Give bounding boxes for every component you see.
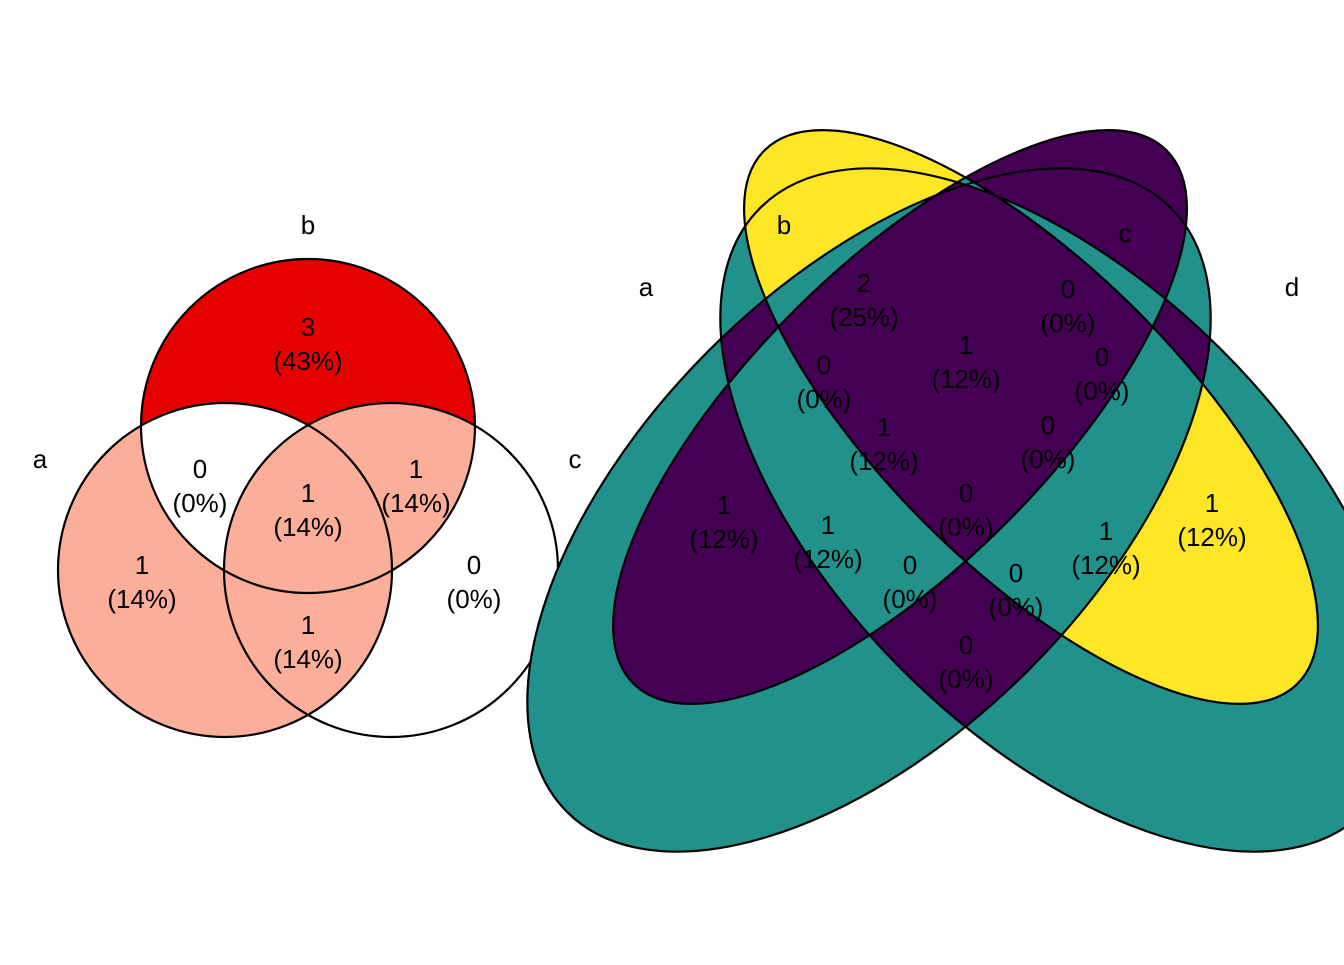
region-count: 1 [409,454,423,484]
venn3-label-c: c [569,444,582,474]
venn4-region-a-only: 1 (12%) [689,490,758,554]
venn4-region-b-only: 2 (25%) [829,268,898,332]
region-percent: (14%) [273,644,342,674]
region-count: 1 [301,610,315,640]
region-percent: (43%) [273,346,342,376]
venn4-region-acd-lower: 0 (0%) [989,558,1044,622]
venn4-label-c: c [1119,218,1132,248]
venn4-region-ad: 0 (0%) [939,630,994,694]
venn4-region-ab: 0 (0%) [797,350,852,414]
region-percent: (14%) [381,488,450,518]
venn3-diagram: a b c 3 (43%) 0 (0%) 1 (14%) 1 (14%) 1 (… [33,210,582,739]
venn3-label-b: b [301,210,315,240]
venn3-region-c-only: 0 (0%) [447,550,502,614]
venn4-region-acd: 1 (12%) [1071,516,1140,580]
venn3-region-abc: 1 (14%) [273,478,342,542]
region-count: 2 [857,268,871,298]
venn3-region-ac: 1 (14%) [273,610,342,674]
venn3-region-ab: 0 (0%) [173,454,228,518]
region-count: 1 [1205,488,1219,518]
set-b-outline [742,128,1320,706]
region-percent: (0%) [797,384,852,414]
venn4-fills [527,130,1344,852]
region-percent: (0%) [883,584,938,614]
region-percent: (12%) [849,446,918,476]
venn4-region-abc: 1 (12%) [849,412,918,476]
region-count: 1 [301,478,315,508]
venn4-label-a: a [639,272,654,302]
venn4-region-abd-lower: 0 (0%) [883,550,938,614]
venn4-region-d-only: 1 (12%) [1177,488,1246,552]
region-percent: (12%) [689,524,758,554]
venn4-label-d: d [1285,272,1299,302]
region-count: 1 [1099,516,1113,546]
region-count: 3 [301,312,315,342]
region-count: 0 [1095,342,1109,372]
region-count: 0 [1061,274,1075,304]
region-count: 0 [817,350,831,380]
region-percent: (12%) [1071,550,1140,580]
region-percent: (12%) [793,544,862,574]
region-count: 1 [135,550,149,580]
set-d-outline [526,167,1212,853]
region-count: 1 [959,330,973,360]
venn3-region-a-only: 1 (14%) [107,550,176,614]
region-percent: (0%) [1021,444,1076,474]
region-count: 0 [1041,410,1055,440]
venn4-label-b: b [777,210,791,240]
region-count: 1 [717,490,731,520]
venn4-region-cd: 0 (0%) [1075,342,1130,406]
region-count: 0 [1009,558,1023,588]
venn4-region-bcd: 0 (0%) [1021,410,1076,474]
region-percent: (12%) [931,364,1000,394]
venn3-label-a: a [33,444,48,474]
region-percent: (0%) [1041,308,1096,338]
region-count: 0 [467,550,481,580]
region-count: 1 [821,510,835,540]
region-count: 1 [877,412,891,442]
region-count: 0 [903,550,917,580]
region-percent: (0%) [1075,376,1130,406]
venn4-region-abcd: 0 (0%) [939,478,994,542]
region-percent: (25%) [829,302,898,332]
region-percent: (14%) [107,584,176,614]
venn3-region-bc: 1 (14%) [381,454,450,518]
region-percent: (0%) [447,584,502,614]
region-percent: (0%) [989,592,1044,622]
venn4-diagram: a b c d 2 (25%) 0 (0%) 1 (12%) 0 (0%) 0 … [526,128,1344,853]
region-percent: (0%) [173,488,228,518]
region-count: 0 [959,630,973,660]
venn4-region-bc: 1 (12%) [931,330,1000,394]
region-percent: (0%) [939,664,994,694]
region-percent: (12%) [1177,522,1246,552]
venn3-region-b-only: 3 (43%) [273,312,342,376]
region-percent: (0%) [939,512,994,542]
region-percent: (14%) [273,512,342,542]
region-count: 0 [959,478,973,508]
region-count: 0 [193,454,207,484]
venn4-region-c-only: 0 (0%) [1041,274,1096,338]
venn4-region-abd: 1 (12%) [793,510,862,574]
set-a-outline [719,167,1344,853]
